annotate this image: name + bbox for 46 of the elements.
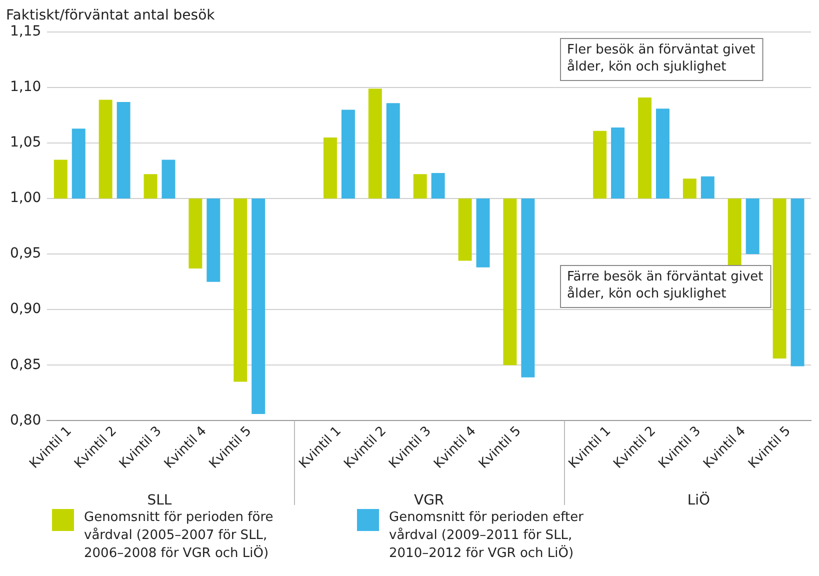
y-tick-label: 0,85 [10,356,42,373]
annotation: Färre besök än förväntat givet ålder, kön och sjuklighet [567,269,764,302]
bar [431,173,445,199]
bar [682,178,696,199]
bar [368,88,382,199]
bar [386,103,400,199]
legend-label: Genomsnitt för perioden efter vårdval (2009–2011 för SLL, 2010–2012 för VGR och LiÖ) [389,509,584,563]
bar [72,128,86,199]
bar [656,108,670,199]
bar [413,174,427,199]
bar [521,198,535,378]
y-tick-label: 1,15 [10,24,42,40]
bar [252,198,266,414]
bar [341,110,355,199]
bar [772,198,786,358]
bar [116,102,130,199]
bar [746,198,760,254]
text: VGR [414,492,444,508]
bar [611,127,625,199]
annotation: Fler besök än förväntat givet ålder, kön och sjuklighet [567,42,756,74]
y-tick-label: 0,95 [10,246,42,262]
bar [98,100,112,199]
y-tick-label: 0,80 [10,412,42,428]
bar [728,198,742,266]
bar [700,176,714,199]
bar [324,137,337,199]
bar [144,174,158,199]
text: SLL [147,492,172,508]
bar [188,198,202,269]
text: LiÖ [687,491,710,508]
bar [503,198,517,366]
bar [234,198,248,382]
bar [206,198,220,282]
y-tick-label: 1,05 [10,134,42,151]
bar [458,198,472,261]
bar [790,198,804,366]
bar [476,198,490,268]
bar [54,160,68,199]
bar [638,98,652,199]
y-tick-label: 1,00 [10,190,42,206]
y-axis-title: Faktiskt/förväntat antal besök [6,8,216,24]
legend-label: Genomsnitt för perioden före vårdval (2005–2007 för SLL, 2006–2008 för VGR och LiÖ) [84,509,274,563]
bar [593,130,607,199]
bar [162,160,176,199]
y-tick-label: 0,90 [10,301,42,318]
y-tick-label: 1,10 [10,79,42,96]
